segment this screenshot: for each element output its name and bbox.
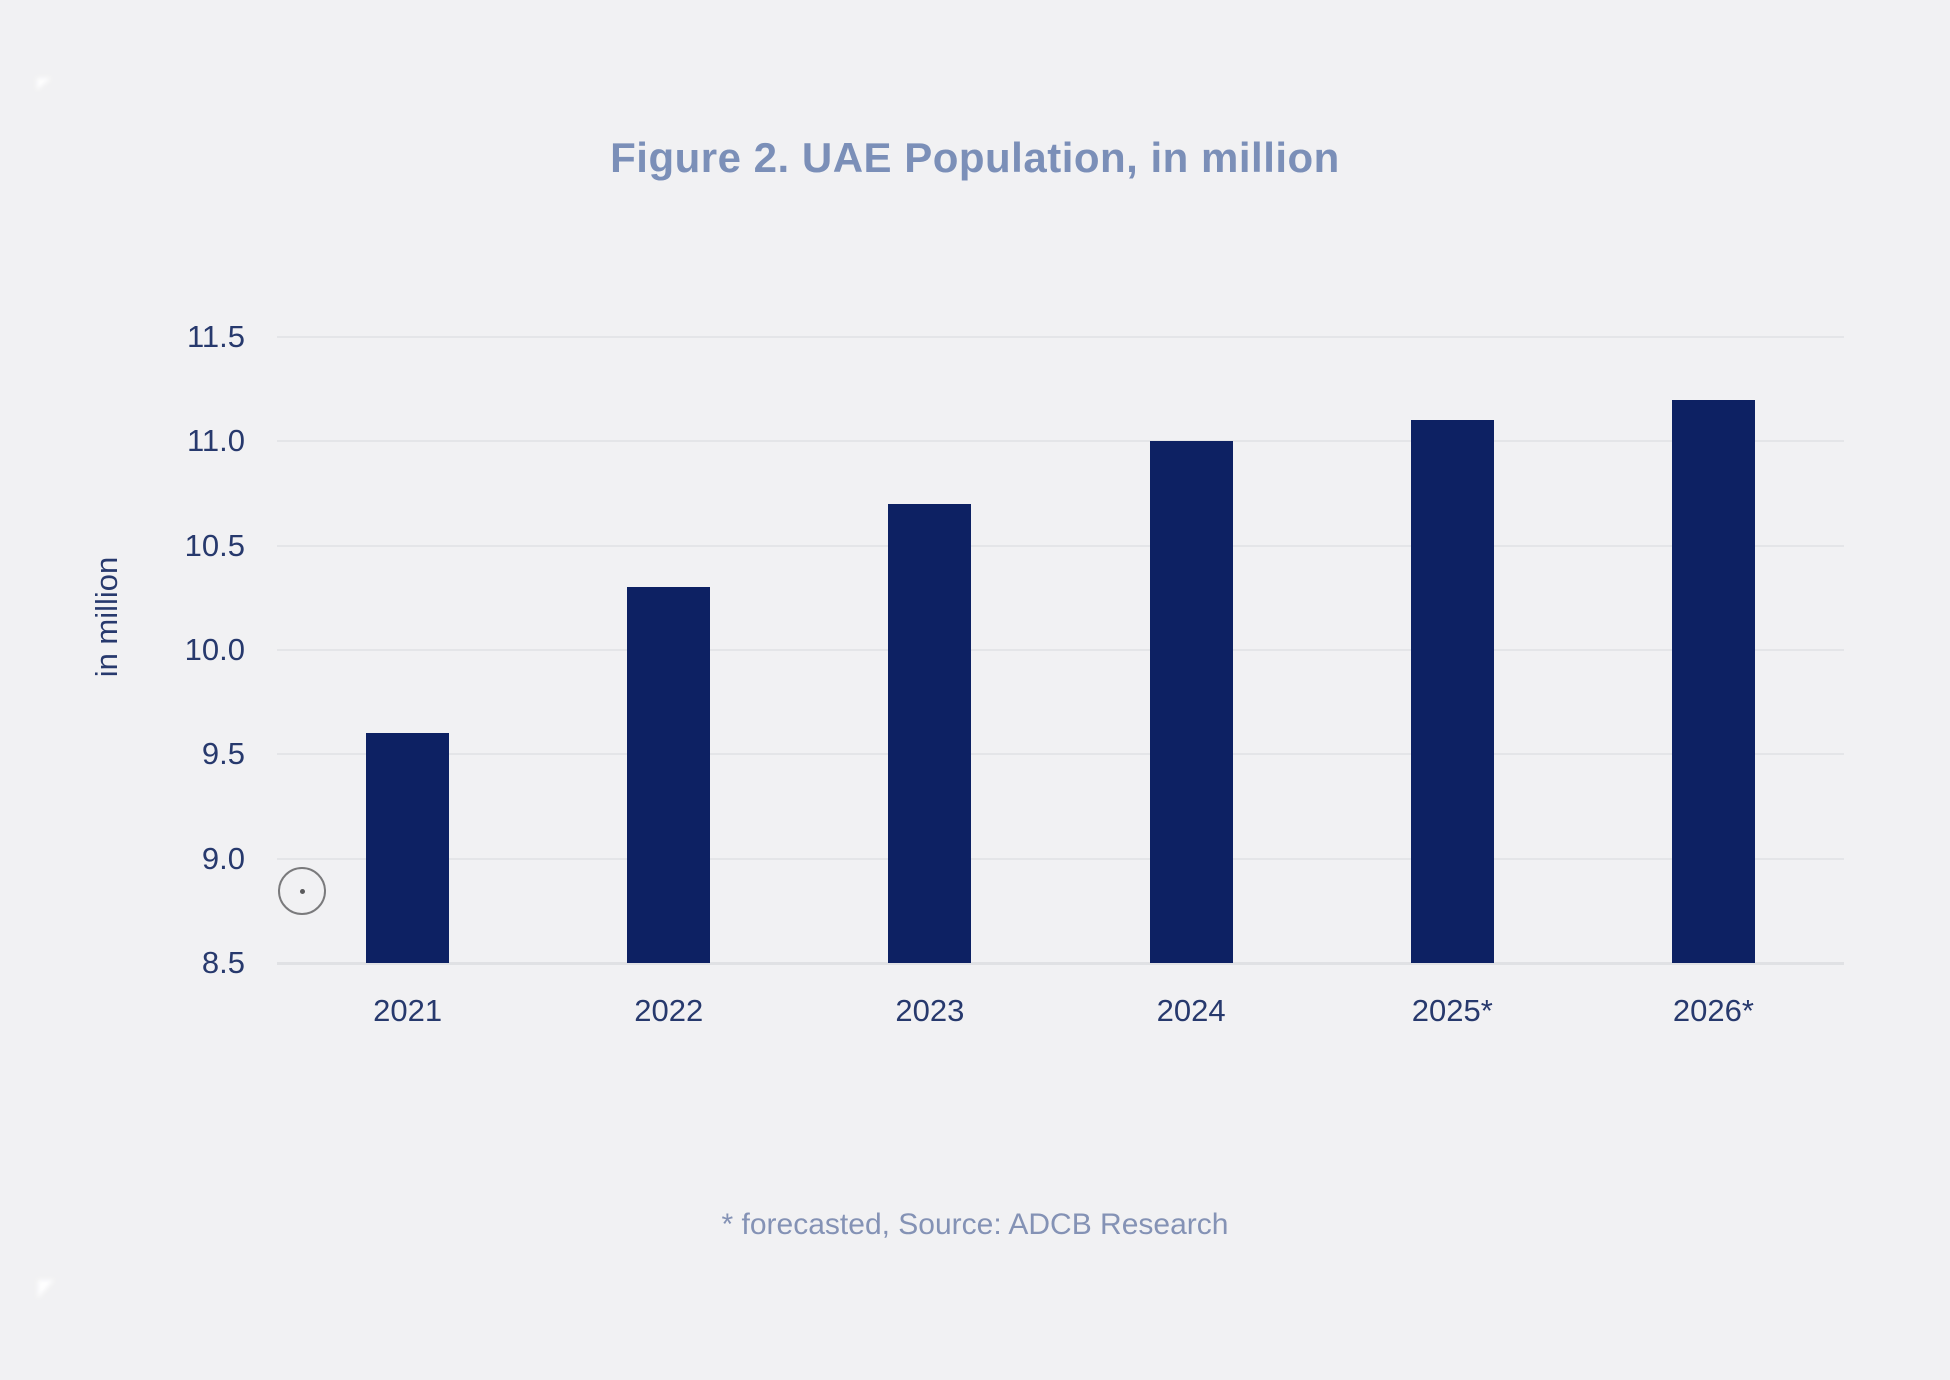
y-axis-label: in million — [89, 556, 124, 678]
y-tick-label-11.0: 11.0 — [186, 423, 245, 459]
x-tick-label-2024: 2024 — [1156, 993, 1226, 1028]
y-tick-label-10.0: 10.0 — [184, 632, 245, 667]
gridline-y-9.0 — [277, 857, 1844, 860]
bar-2024 — [1149, 441, 1233, 963]
bar-2025 — [1410, 420, 1494, 963]
chart-title: Figure 2. UAE Population, in million — [610, 134, 1340, 181]
gridline-y-10.5 — [277, 544, 1844, 547]
white-smudge-artifact-bottom-left — [38, 1280, 54, 1298]
gridline-y-11.0 — [277, 440, 1844, 443]
white-smudge-artifact-top-left — [37, 78, 51, 90]
gridline-y-9.5 — [277, 753, 1844, 756]
gridline-y-10.0 — [277, 649, 1844, 651]
x-tick-label-2025: 2025* — [1411, 993, 1493, 1028]
y-tick-label-11.5: 11.5 — [186, 319, 245, 354]
y-tick-label-9.5: 9.5 — [201, 736, 245, 772]
cursor-marker-dot — [299, 888, 305, 894]
bar-2026 — [1671, 399, 1755, 963]
x-tick-label-2026: 2026* — [1672, 993, 1754, 1028]
x-tick-label-2023: 2023 — [895, 993, 965, 1028]
plot-area: 8.5 9.0 9.5 10.0 10.5 11.0 11.5 2021 2022 2023 202… — [185, 319, 1844, 1028]
cursor-marker — [278, 867, 326, 915]
y-tick-label-9.0: 9.0 — [201, 840, 245, 876]
x-tick-label-2021: 2021 — [373, 993, 443, 1028]
bar-2023 — [888, 503, 972, 963]
y-tick-label-10.5: 10.5 — [184, 527, 245, 563]
bar-2022 — [627, 587, 711, 963]
source-note: * forecasted, Source: ADCB Research — [721, 1208, 1229, 1241]
gridline-y-8.5 — [277, 962, 1844, 965]
y-tick-label-8.5: 8.5 — [201, 945, 245, 980]
bar-2021 — [366, 733, 450, 963]
x-tick-label-2022: 2022 — [634, 993, 704, 1028]
gridline-y-11.5 — [277, 336, 1844, 338]
